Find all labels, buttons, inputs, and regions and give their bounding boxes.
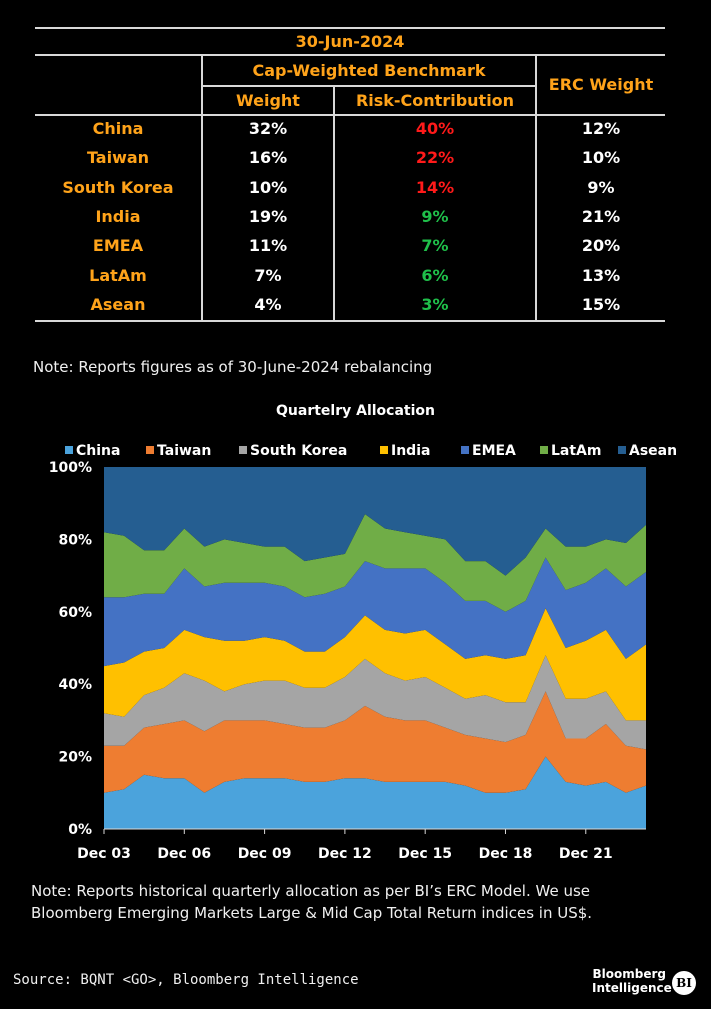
erc-weight-value: 21%: [581, 206, 621, 226]
erc-weight-value: 13%: [581, 265, 621, 285]
erc-weight-value: 12%: [581, 119, 621, 138]
legend-item: EMEA: [461, 443, 516, 459]
y-tick-label: 60%: [58, 605, 92, 621]
area-series-asean: [104, 467, 646, 576]
risk-contribution-value: 3%: [421, 294, 449, 314]
table-date-header: 30-Jun-2024: [295, 32, 405, 51]
allocation-chart: 0% 20% 40% 60% 80% 100% Dec 03 Dec 06 Dec 09 Dec …: [49, 460, 646, 862]
table-rule-header: [35, 114, 665, 116]
weight-value: 7%: [254, 265, 282, 285]
allocation-table: 30-Jun-2024 Cap-Weighted Benchmark Weigh…: [35, 27, 665, 322]
x-tick-label: Dec 09: [238, 846, 292, 862]
legend-swatch: [239, 446, 247, 454]
risk-contribution-value: 7%: [421, 236, 449, 256]
table-rule-date: [35, 54, 665, 56]
legend-swatch: [540, 446, 548, 454]
risk-contribution-header: Risk-Contribution: [355, 91, 515, 110]
region-label: China: [92, 119, 144, 138]
legend-label: Taiwan: [157, 443, 212, 459]
weight-value: 32%: [248, 119, 288, 138]
area-series-india: [104, 608, 646, 721]
weight-value: 4%: [254, 294, 282, 314]
x-tick-label: Dec 21: [559, 846, 613, 862]
region-label: India: [95, 206, 141, 226]
y-tick-label: 100%: [49, 460, 92, 476]
table-rule-group: [203, 85, 535, 87]
table-rule-top: [35, 27, 665, 29]
legend-swatch: [461, 446, 469, 454]
bi-badge-icon: BI: [672, 971, 696, 995]
weight-header: Weight: [236, 91, 300, 110]
area-series-china: [104, 756, 646, 829]
y-tick-label: 20%: [58, 750, 92, 766]
legend-label: China: [76, 443, 121, 459]
region-label: South Korea: [62, 177, 174, 197]
x-tick-label: Dec 15: [398, 846, 452, 862]
y-tick-label: 80%: [58, 532, 92, 548]
risk-contribution-value: 14%: [415, 177, 455, 197]
table-divider-3: [535, 54, 537, 322]
x-tick-label: Dec 03: [77, 846, 131, 862]
legend-item: LatAm: [540, 443, 601, 459]
table-divider-1: [201, 54, 203, 322]
legend-label: EMEA: [472, 443, 516, 459]
chart-legend: China Taiwan South Korea India EMEA LatAm Asea…: [50, 443, 690, 461]
weight-value: 10%: [248, 177, 288, 197]
erc-weight-value: 20%: [581, 236, 621, 256]
risk-contribution-value: 9%: [421, 206, 449, 226]
erc-weight-value: 10%: [581, 148, 621, 168]
region-label: Taiwan: [86, 148, 150, 168]
x-tick-label: Dec 06: [157, 846, 211, 862]
legend-label: India: [391, 443, 431, 459]
weight-value: 16%: [248, 148, 288, 168]
risk-contribution-value: 6%: [421, 265, 449, 285]
source-line: Source: BQNT <GO>, Bloomberg Intelligenc…: [13, 972, 359, 988]
weight-value: 11%: [248, 236, 288, 256]
chart-title: Quartelry Allocation: [276, 403, 435, 419]
logo-line1: Bloomberg: [592, 967, 667, 981]
y-tick-label: 0%: [68, 822, 92, 838]
table-rule-bottom: [35, 320, 665, 322]
bloomberg-intelligence-logo: Bloomberg Intelligence BI: [592, 967, 702, 1001]
weight-value: 19%: [248, 206, 288, 226]
note-methodology-line1: Note: Reports historical quarterly alloc…: [31, 882, 591, 900]
risk-contribution-value: 22%: [415, 148, 455, 168]
erc-weight-value: 9%: [587, 177, 615, 197]
legend-item: China: [65, 443, 120, 459]
area-series-south-korea: [104, 655, 646, 750]
region-label: EMEA: [92, 236, 144, 256]
legend-label: Asean: [629, 443, 678, 459]
region-label: Asean: [90, 294, 146, 314]
legend-swatch: [380, 446, 388, 454]
erc-weight-value: 15%: [581, 294, 621, 314]
cap-weighted-header: Cap-Weighted Benchmark: [252, 61, 486, 80]
note-rebalancing: Note: Reports figures as of 30-June-2024…: [33, 358, 433, 376]
region-label: LatAm: [89, 265, 147, 285]
x-tick-label: Dec 18: [479, 846, 533, 862]
table-divider-2: [333, 85, 335, 322]
legend-swatch: [146, 446, 154, 454]
risk-contribution-value: 40%: [415, 119, 455, 138]
x-tick-label: Dec 12: [318, 846, 372, 862]
legend-label: LatAm: [551, 443, 602, 459]
legend-item: Asean: [618, 443, 677, 459]
legend-label: South Korea: [250, 443, 348, 459]
erc-weight-header: ERC Weight: [548, 75, 654, 94]
note-methodology-line2: Bloomberg Emerging Markets Large & Mid C…: [31, 904, 593, 922]
legend-item: India: [380, 443, 430, 459]
legend-item: Taiwan: [146, 443, 211, 459]
y-tick-label: 40%: [58, 677, 92, 693]
logo-line2: Intelligence: [592, 981, 672, 995]
area-series-emea: [104, 557, 646, 667]
legend-swatch: [618, 446, 626, 454]
area-series-taiwan: [104, 691, 646, 793]
legend-swatch: [65, 446, 73, 454]
logo-wordmark: Bloomberg Intelligence: [592, 967, 672, 995]
area-series-latam: [104, 514, 646, 612]
legend-item: South Korea: [239, 443, 347, 459]
